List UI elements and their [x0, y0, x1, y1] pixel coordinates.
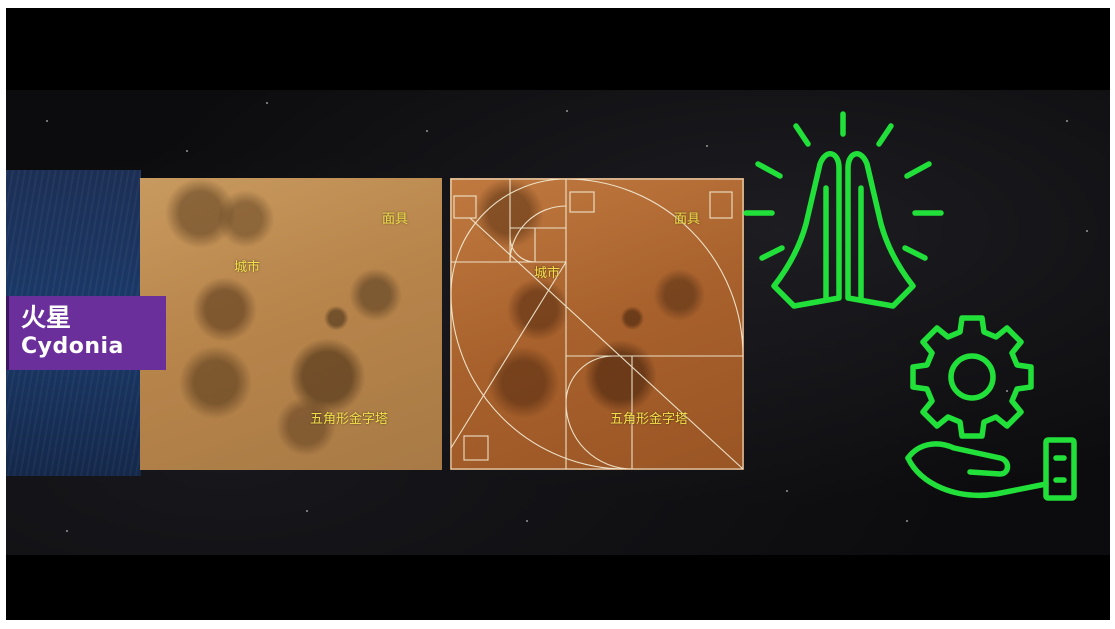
gear-in-hand-icon: [905, 315, 1077, 501]
location-chinese: 火星: [21, 303, 72, 332]
golden-spiral-overlay: [450, 178, 744, 470]
pyramid-label: 五角形金字塔: [310, 412, 389, 427]
location-latin: Cydonia: [21, 334, 124, 359]
pyramid-label: 五角形金字塔: [610, 412, 689, 427]
location-tag: 火星 Cydonia: [6, 296, 166, 370]
mask-label: 面具: [674, 212, 701, 227]
city-label: 城市: [234, 260, 261, 275]
mars-golden-ratio-photo: 面具 城市 五角形金字塔: [450, 178, 744, 470]
praying-hands-icon: [743, 111, 944, 309]
city-label: 城市: [534, 266, 561, 281]
mask-label: 面具: [382, 212, 409, 227]
mars-cydonia-photo: 面具 城市 五角形金字塔: [140, 178, 442, 470]
video-frame: 面具 城市 五角形金字塔: [6, 8, 1110, 620]
